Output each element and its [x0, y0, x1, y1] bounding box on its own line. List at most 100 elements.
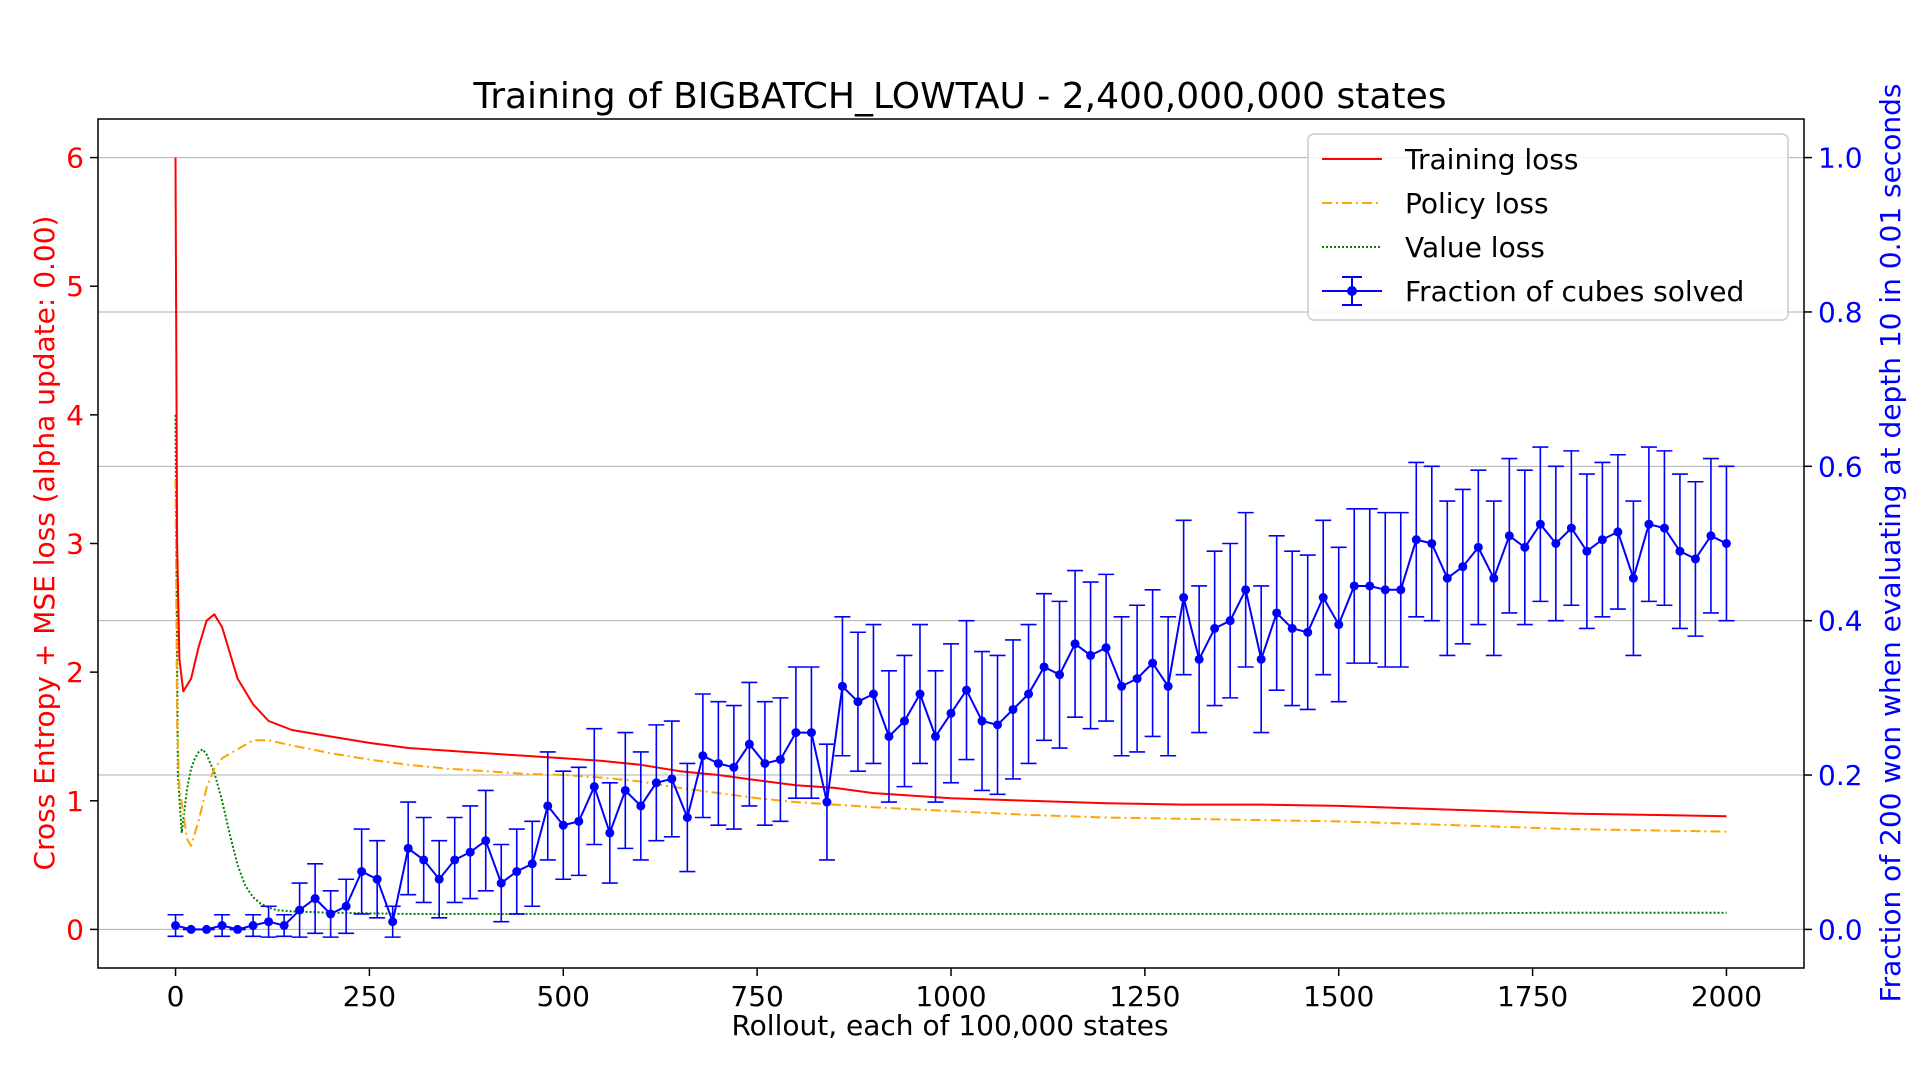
- legend-box: [1307, 133, 1789, 321]
- legend-label-training-loss: Training loss: [1404, 143, 1578, 176]
- fraction-point: [651, 778, 661, 788]
- fraction-point: [1396, 585, 1406, 595]
- x-tick-label: 1750: [1497, 980, 1568, 1013]
- fraction-point: [512, 867, 522, 877]
- fraction-point: [1349, 581, 1359, 591]
- left-tick-label: 1: [66, 785, 84, 818]
- x-tick-label: 0: [167, 980, 185, 1013]
- fraction-point: [295, 905, 305, 915]
- legend-swatch-marker: [1347, 286, 1357, 296]
- axis-ticks: 0.0 0.2 0.4 0.6 0.8 1.0 0 1 2 3 4 5 6 0 250 500 750 1000 1…: [66, 142, 1862, 1013]
- fraction-point: [636, 801, 646, 811]
- fraction-point: [930, 731, 940, 741]
- fraction-point: [915, 689, 925, 699]
- fraction-point: [1194, 654, 1204, 664]
- value-loss-line: [174, 414, 1727, 915]
- fraction-point: [419, 855, 429, 865]
- fraction-point: [217, 921, 227, 931]
- fraction-point: [589, 782, 599, 792]
- series-layer: [167, 157, 1735, 938]
- fraction-point: [729, 762, 739, 772]
- fraction-point: [1566, 523, 1576, 533]
- fraction-point: [558, 820, 568, 830]
- fraction-point: [1504, 531, 1514, 541]
- legend-label-value-loss: Value loss: [1405, 231, 1545, 264]
- x-tick-label: 1250: [1109, 980, 1180, 1013]
- fraction-point: [186, 924, 196, 934]
- fraction-point: [279, 921, 289, 931]
- fraction-point: [388, 917, 398, 927]
- fraction-point: [1024, 689, 1034, 699]
- x-tick-label: 2000: [1691, 980, 1762, 1013]
- fraction-point: [837, 681, 847, 691]
- fraction-point: [744, 739, 754, 749]
- x-tick-label: 1500: [1303, 980, 1374, 1013]
- fraction-point: [1070, 639, 1080, 649]
- legend-label-fraction-solved: Fraction of cubes solved: [1405, 275, 1744, 308]
- fraction-point: [899, 716, 909, 726]
- left-axis-label: Cross Entropy + MSE loss (alpha update: …: [28, 216, 61, 871]
- fraction-point: [1690, 554, 1700, 564]
- fraction-point: [1179, 593, 1189, 603]
- fraction-point: [713, 758, 723, 768]
- x-tick-label: 1000: [915, 980, 986, 1013]
- left-tick-label: 2: [66, 656, 84, 689]
- x-tick-label: 750: [730, 980, 783, 1013]
- fraction-point: [1272, 608, 1282, 618]
- right-tick-label: 0.8: [1818, 296, 1863, 329]
- fraction-point: [496, 878, 506, 888]
- fraction-point: [1365, 581, 1375, 591]
- fraction-point: [1473, 542, 1483, 552]
- right-tick-label: 0.0: [1818, 913, 1863, 946]
- fraction-point: [574, 816, 584, 826]
- fraction-point: [884, 731, 894, 741]
- fraction-point: [1597, 535, 1607, 545]
- fraction-point: [682, 812, 692, 822]
- fraction-point: [450, 855, 460, 865]
- fraction-point: [1008, 704, 1018, 714]
- fraction-point: [1706, 531, 1716, 541]
- fraction-point: [1101, 643, 1111, 653]
- fraction-point: [1613, 527, 1623, 537]
- fraction-point: [543, 801, 553, 811]
- fraction-point: [1225, 616, 1235, 626]
- fraction-point: [1380, 585, 1390, 595]
- plot-frame: [97, 118, 1805, 969]
- left-tick-label: 6: [66, 142, 84, 175]
- left-tick-label: 3: [66, 528, 84, 561]
- fraction-point: [667, 774, 677, 784]
- fraction-point: [1055, 670, 1065, 680]
- fraction-point: [775, 755, 785, 765]
- fraction-point: [1210, 623, 1220, 633]
- fraction-point: [620, 785, 630, 795]
- left-tick-label: 5: [66, 270, 84, 303]
- fraction-point: [326, 909, 336, 919]
- fraction-point: [1721, 539, 1731, 548]
- fraction-point: [1520, 542, 1530, 552]
- fraction-point: [946, 708, 956, 718]
- x-tick-label: 250: [343, 980, 396, 1013]
- fraction-point: [372, 874, 382, 884]
- fraction-point: [1318, 593, 1328, 603]
- fraction-point: [1039, 662, 1049, 672]
- fraction-point: [403, 843, 413, 853]
- fraction-point: [1675, 546, 1685, 556]
- fraction-point: [1086, 650, 1096, 660]
- fraction-point: [791, 728, 801, 738]
- fraction-point: [1117, 681, 1127, 691]
- fraction-point: [993, 720, 1003, 730]
- fraction-point: [760, 758, 770, 768]
- fraction-point: [310, 894, 320, 904]
- fraction-point: [977, 716, 987, 726]
- fraction-point: [806, 728, 816, 738]
- fraction-point: [171, 921, 181, 931]
- legend-label-policy-loss: Policy loss: [1405, 187, 1549, 220]
- fraction-point: [1582, 546, 1592, 556]
- fraction-point: [1132, 674, 1142, 684]
- right-axis-label: Fraction of 200 won when evaluating at d…: [1874, 84, 1907, 1003]
- fraction-point: [1303, 627, 1313, 637]
- fraction-point: [822, 797, 832, 807]
- grid-lines: [98, 157, 1804, 930]
- fraction-point: [341, 901, 351, 911]
- fraction-point: [962, 685, 972, 695]
